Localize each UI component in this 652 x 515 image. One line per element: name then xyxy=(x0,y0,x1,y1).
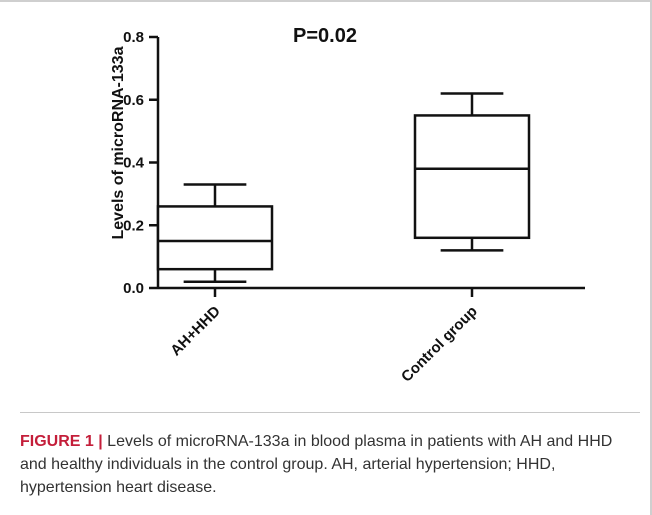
y-tick-label-4: 0.8 xyxy=(123,29,144,46)
y-axis-title: Levels of microRNA-133a xyxy=(110,46,127,239)
figure-caption: FIGURE 1 | Levels of microRNA-133a in bl… xyxy=(20,430,642,499)
caption-text: Levels of microRNA-133a in blood plasma … xyxy=(20,433,613,496)
caption-divider xyxy=(20,412,640,413)
x-tick-label-1: Control group xyxy=(398,303,481,386)
box-1 xyxy=(413,92,531,252)
p-value-annotation: P=0.02 xyxy=(293,25,357,47)
box-plot-chart: 0.0 0.2 0.4 0.6 0.8 AH+HHD Control group P=0.0… xyxy=(110,25,585,386)
y-tick-label-1: 0.2 xyxy=(123,217,144,234)
iqr-box-1 xyxy=(413,114,531,240)
box-0 xyxy=(156,183,274,283)
y-tick-label-0: 0.0 xyxy=(123,280,144,297)
figure-label: FIGURE 1 | xyxy=(20,433,103,450)
x-tick-label-0: AH+HHD xyxy=(167,303,224,360)
y-tick-label-2: 0.4 xyxy=(123,155,145,172)
y-tick-label-3: 0.6 xyxy=(123,92,144,109)
chart-boxes xyxy=(156,92,531,283)
iqr-box-0 xyxy=(156,205,274,271)
